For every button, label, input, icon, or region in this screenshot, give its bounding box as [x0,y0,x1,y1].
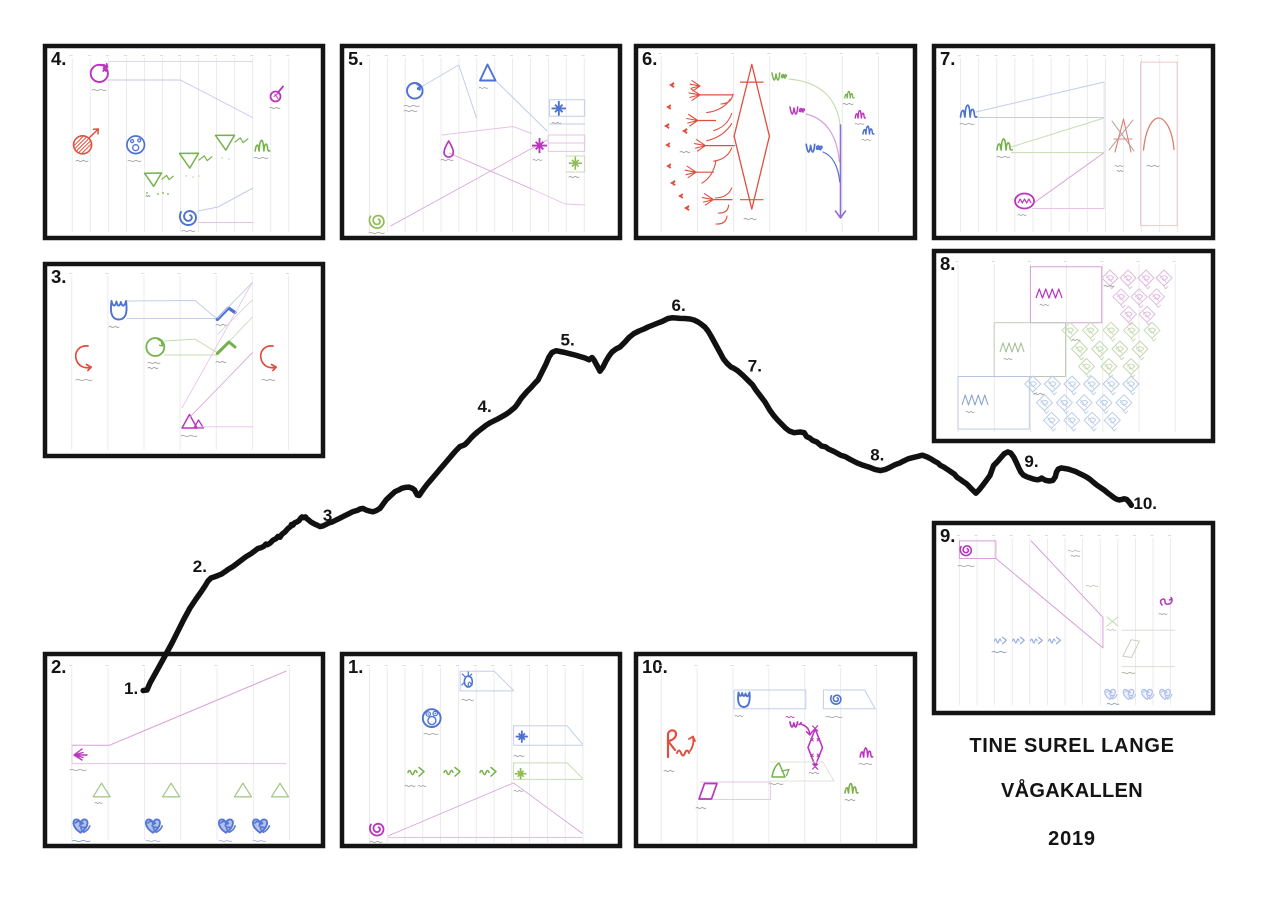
svg-text:7.: 7. [748,356,762,375]
svg-text:9.: 9. [940,525,955,546]
svg-text:1.: 1. [348,656,363,677]
svg-text:3.: 3. [51,266,66,287]
svg-text:9.: 9. [1024,452,1038,471]
svg-text:2.: 2. [51,656,66,677]
svg-text:10.: 10. [1133,494,1157,513]
svg-text:1.: 1. [124,679,138,698]
svg-text:5.: 5. [561,330,575,349]
svg-text:4.: 4. [478,397,492,416]
svg-text:VÅGAKALLEN: VÅGAKALLEN [1001,778,1143,802]
svg-text:2.: 2. [193,557,207,576]
svg-text:8.: 8. [940,253,955,274]
svg-text:2019: 2019 [1048,828,1096,850]
svg-text:6.: 6. [642,48,657,69]
svg-text:7.: 7. [940,48,955,69]
svg-text:6.: 6. [672,296,686,315]
svg-text:10.: 10. [642,656,668,677]
svg-text:8.: 8. [870,445,884,464]
svg-text:3.: 3. [323,506,337,525]
svg-text:TINE SUREL LANGE: TINE SUREL LANGE [969,735,1174,757]
svg-text:4.: 4. [51,48,66,69]
svg-text:5.: 5. [348,48,363,69]
